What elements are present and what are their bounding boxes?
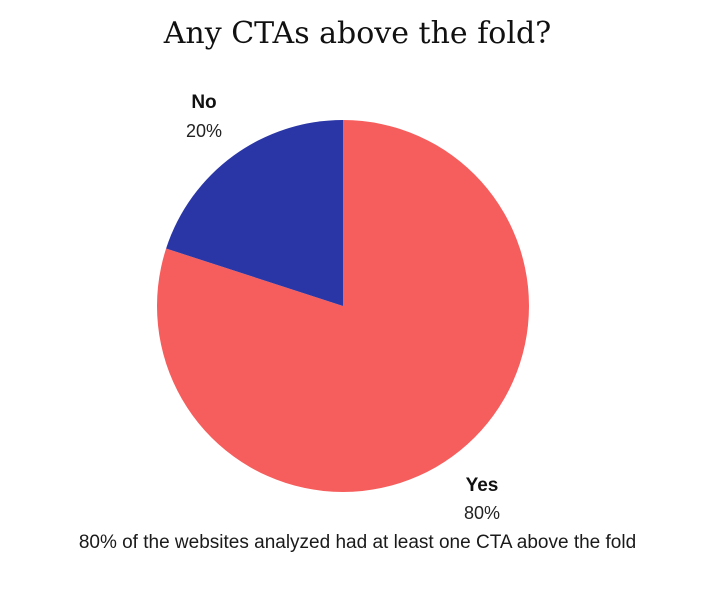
pie-slice-no [166,120,343,306]
chart-title: Any CTAs above the fold? [163,16,552,51]
slice-label-yes: Yes [466,475,499,496]
slice-label-no: No [191,92,216,113]
slice-value-no: 20% [186,121,222,141]
pie-labels: Yes 80% No 20% [186,92,500,523]
slice-value-yes: 80% [464,503,500,523]
chart-caption: 80% of the websites analyzed had at leas… [78,532,637,553]
pie-slices [157,120,530,492]
